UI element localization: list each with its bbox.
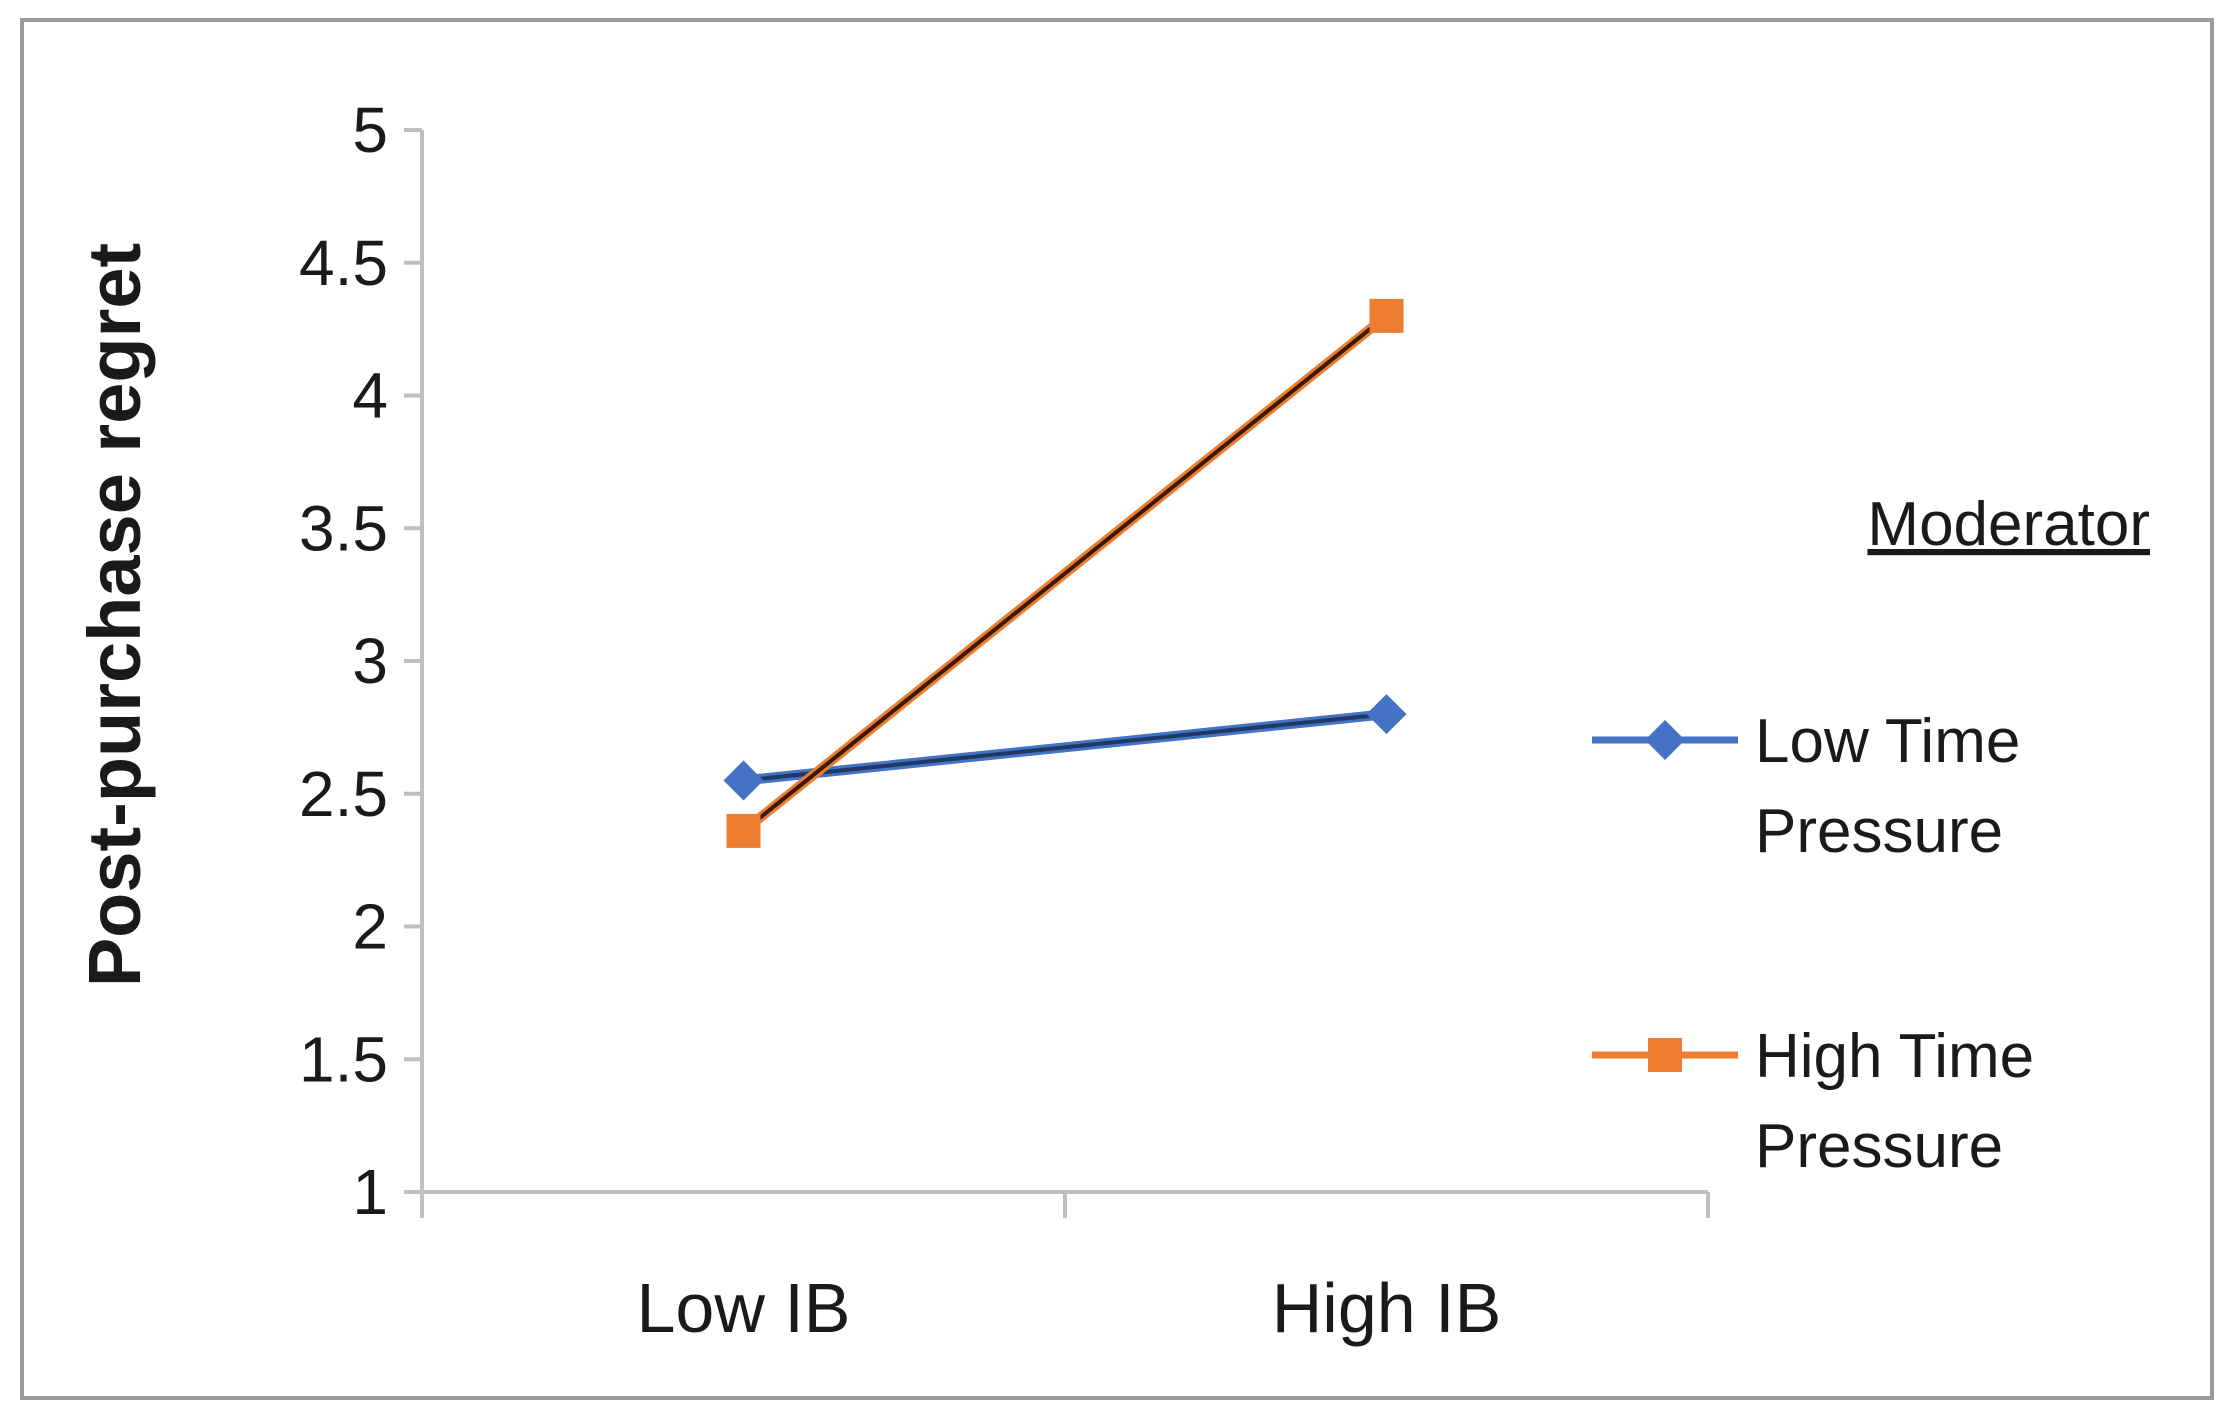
y-axis-title: Post-purchase regret	[73, 243, 156, 987]
y-tick-label: 4	[352, 360, 388, 432]
y-tick-label: 4.5	[299, 227, 388, 299]
x-category-label: Low IB	[637, 1269, 851, 1347]
y-axis: 1 1.5 2 2.5 3 3.5 4 4.5 5	[299, 94, 424, 1228]
legend-marker	[1645, 720, 1685, 760]
legend-label-line-1: Low Time	[1755, 707, 2020, 776]
data-point-marker	[1366, 694, 1407, 735]
series-line-overlay	[743, 712, 1387, 783]
y-tick-label: 2	[352, 891, 388, 963]
legend-title: Moderator	[1867, 490, 2150, 559]
x-axis: Low IB High IB	[420, 1190, 1710, 1347]
plot-series	[723, 298, 1407, 848]
legend-item-low-time-pressure: Low Time Pressure	[1592, 707, 2020, 866]
legend: Moderator Low Time Pressure High Time Press…	[1592, 490, 2150, 1181]
y-tick-label: 1.5	[299, 1023, 388, 1095]
legend-label-line-2: Pressure	[1755, 1112, 2003, 1181]
legend-item-high-time-pressure: High Time Pressure	[1592, 1022, 2034, 1181]
y-tick-label: 3	[352, 625, 388, 697]
series-line-overlay	[742, 314, 1388, 833]
legend-label-line-1: High Time	[1755, 1022, 2034, 1091]
x-category-label: High IB	[1272, 1269, 1502, 1347]
legend-label-line-2: Pressure	[1755, 797, 2003, 866]
data-point-marker	[723, 760, 764, 801]
chart-border	[20, 18, 2214, 1400]
series-low-time-pressure	[723, 694, 1407, 801]
y-tick-label: 5	[352, 94, 388, 166]
data-point-marker	[726, 813, 761, 848]
legend-marker	[1648, 1038, 1682, 1072]
y-tick-label: 2.5	[299, 758, 388, 830]
data-point-marker	[1369, 298, 1404, 333]
series-high-time-pressure	[726, 298, 1404, 848]
y-tick-label: 1	[352, 1156, 388, 1228]
y-tick-label: 3.5	[299, 492, 388, 564]
